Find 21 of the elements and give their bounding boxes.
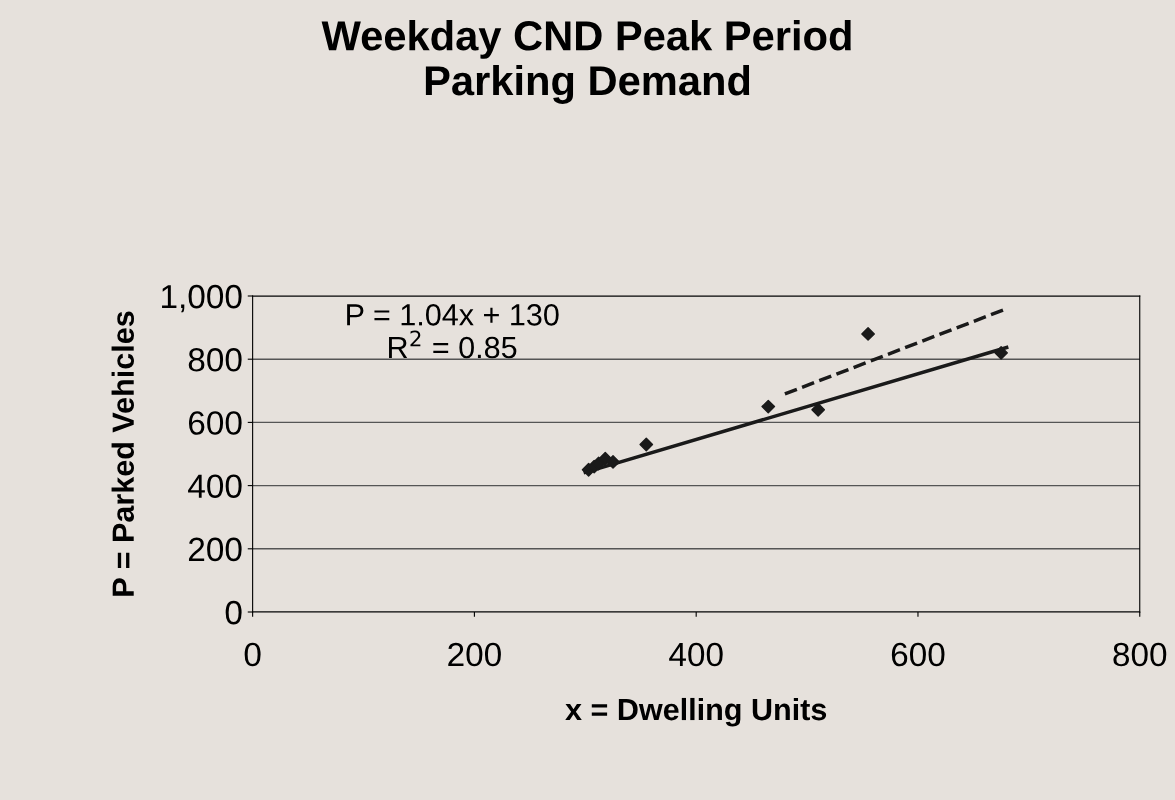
- y-tick-label: 0: [225, 600, 242, 625]
- y-tick-label: 1,000: [162, 284, 242, 313]
- point: [861, 327, 875, 341]
- annotation: P = 1.04x + 130 R$^{2}$ = 0.85: [347, 304, 559, 359]
- x-axis-title: x = Dwelling Units: [565, 697, 827, 727]
- point: [761, 399, 776, 414]
- x-tick-label: 600: [891, 642, 945, 667]
- x-tick-label: 400: [669, 642, 723, 667]
- y-tick-label: 200: [188, 537, 242, 562]
- point: [811, 402, 826, 417]
- y-tick-label: 600: [188, 411, 242, 435]
- x-tick-label: 0: [244, 642, 261, 667]
- point: [639, 437, 654, 452]
- y-tick-label: 400: [188, 474, 242, 499]
- point: [606, 454, 620, 469]
- x-tick-label: 200: [448, 642, 501, 667]
- y-axis-title: P = Parked Vehicles: [111, 311, 135, 596]
- chart-title: Weekday CND Peak Period Parking Demand: [321, 20, 851, 104]
- x-tick-label: 800: [1113, 642, 1167, 667]
- point: [994, 345, 1009, 360]
- y-tick-label: 800: [188, 348, 242, 372]
